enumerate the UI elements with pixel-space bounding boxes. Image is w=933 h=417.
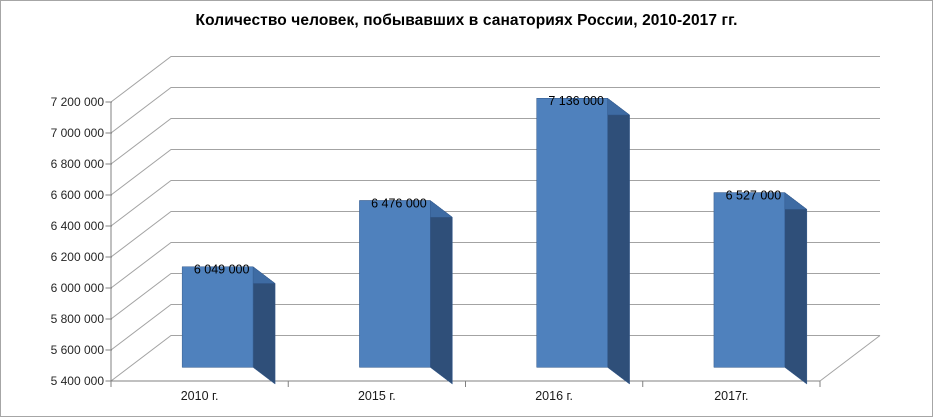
x-axis-category-label: 2017г.: [714, 389, 748, 403]
gridline: [110, 335, 880, 382]
chart-title: Количество человек, побывавших в санатор…: [195, 12, 738, 29]
y-axis-tick-label: 6 200 000: [51, 250, 105, 264]
y-axis-tick-label: 6 000 000: [51, 281, 105, 295]
y-axis-tick-label: 6 800 000: [51, 157, 105, 171]
bar-side-face: [430, 200, 453, 385]
gridline: [110, 180, 880, 227]
bar-2015: [358, 200, 454, 385]
gridline: [110, 56, 880, 103]
bar-side-face: [784, 192, 808, 385]
gridline: [110, 273, 880, 320]
bar-front-face: [713, 192, 786, 368]
bar-side-face: [607, 97, 630, 385]
bar-front-face: [181, 266, 254, 368]
floor-right-edge: [819, 335, 881, 382]
bar-data-label: 6 049 000: [194, 262, 250, 276]
gridline: [110, 149, 880, 196]
bar-data-label: 6 527 000: [726, 188, 782, 202]
y-axis-tick-label: 5 400 000: [51, 374, 105, 388]
y-axis-tick-label: 6 400 000: [51, 219, 105, 233]
y-axis-tick-label: 7 000 000: [51, 126, 105, 140]
bar-2010: [181, 266, 276, 385]
y-axis-tick-label: 7 200 000: [51, 95, 105, 109]
bar-data-label: 7 136 000: [548, 94, 604, 108]
bar-front-face: [536, 98, 608, 368]
x-axis-category-label: 2010 г.: [181, 389, 219, 403]
y-axis-tick-label: 6 600 000: [51, 188, 105, 202]
gridline: [110, 211, 880, 258]
gridline: [110, 87, 880, 134]
gridline: [110, 304, 880, 351]
bar-2017: [713, 192, 808, 385]
bar-data-label: 6 476 000: [371, 196, 427, 210]
gridline: [110, 118, 880, 165]
y-axis-tick-label: 5 600 000: [51, 343, 105, 357]
x-axis-category-label: 2016 г.: [535, 389, 573, 403]
bar-front-face: [359, 200, 431, 368]
gridline: [110, 242, 880, 289]
y-axis-tick-label: 5 800 000: [51, 312, 105, 326]
bar-side-face: [252, 266, 276, 385]
bar-2016: [535, 97, 631, 385]
x-axis-category-label: 2015 г.: [358, 389, 396, 403]
